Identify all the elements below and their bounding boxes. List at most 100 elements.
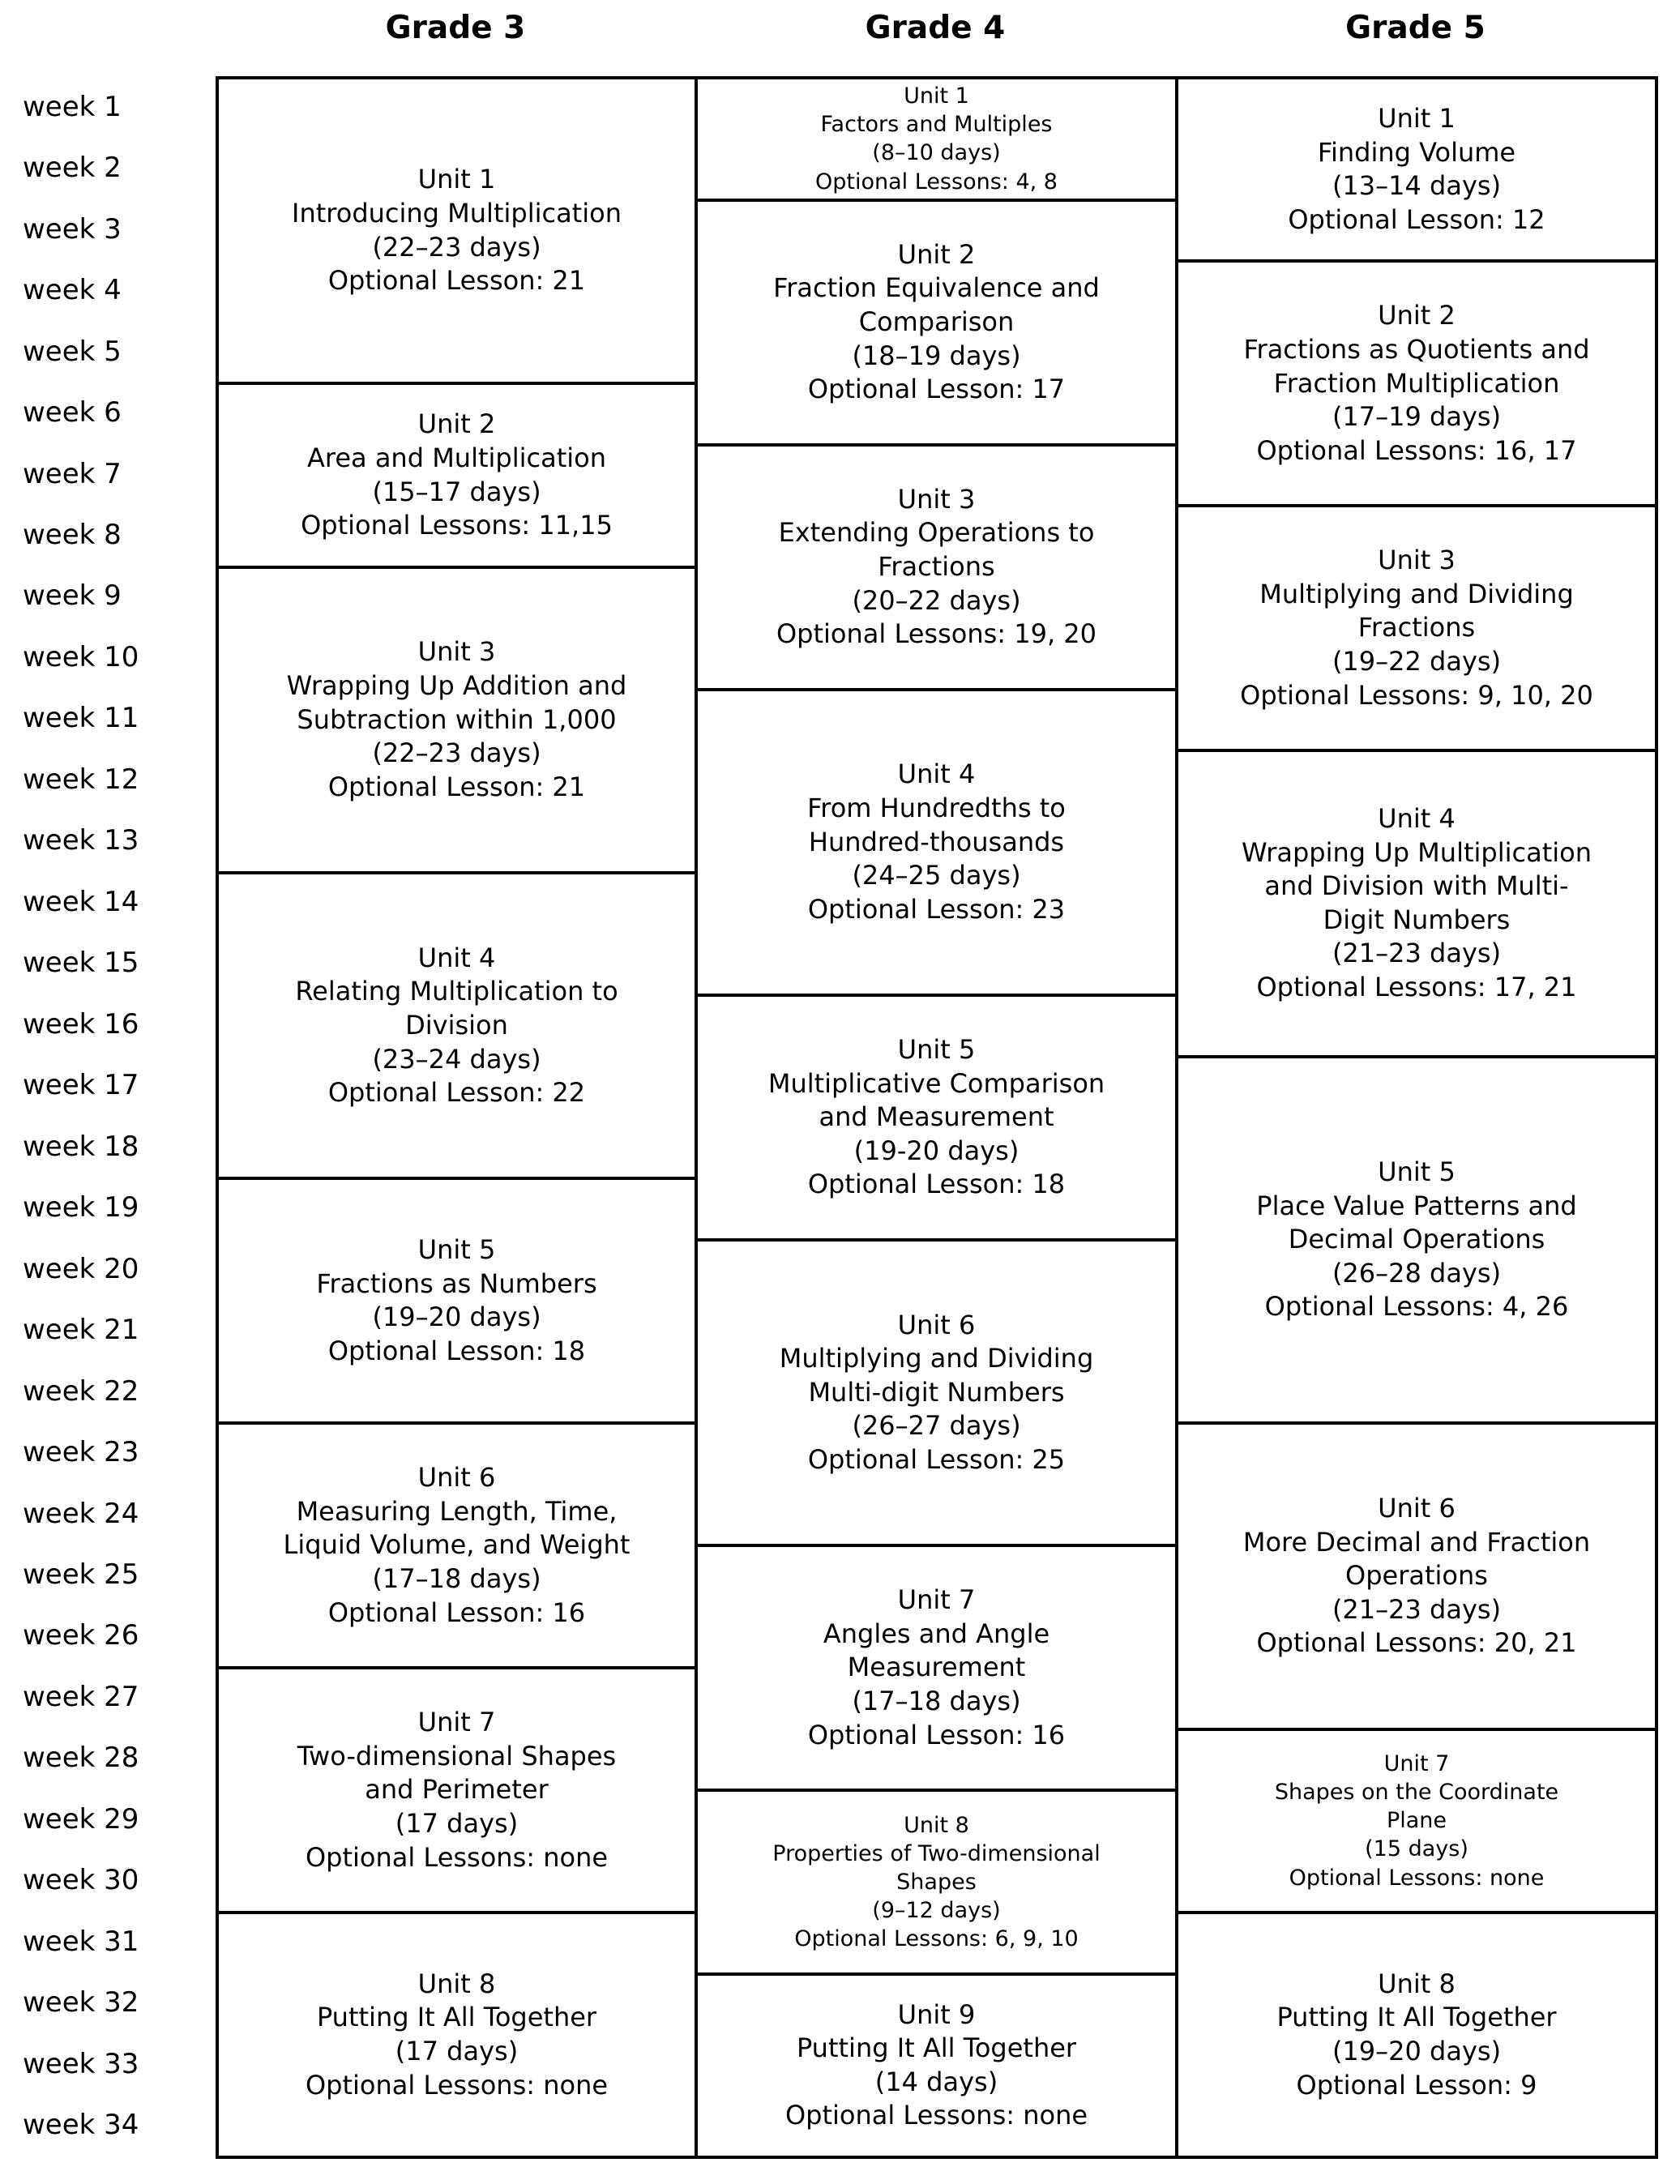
grade3-unit-4-cell: Unit 4 Relating Multiplication to Divisio…: [216, 871, 698, 1181]
grade4-unit-2-cell: Unit 2 Fraction Equivalence and Compariso…: [695, 198, 1178, 447]
unit-optional-lessons: Optional Lesson: 17: [807, 374, 1066, 405]
week-14-label: week 14: [23, 885, 139, 918]
unit-number: Unit 7: [897, 1584, 976, 1616]
unit-optional-lessons: Optional Lesson: 12: [1288, 203, 1545, 235]
unit-optional-lessons: Optional Lessons: 19, 20: [776, 618, 1097, 650]
week-20-label: week 20: [23, 1252, 139, 1285]
unit-number: Unit 5: [417, 1234, 496, 1266]
grade4-unit-7-cell: Unit 7 Angles and Angle Measurement (17–18…: [695, 1544, 1178, 1793]
unit-title: Properties of Two-dimensional Shapes: [772, 1840, 1101, 1895]
grade3-unit-2-cell: Unit 2 Area and Multiplication (15–17 days…: [216, 382, 698, 569]
grade3-unit-7-cell: Unit 7 Two-dimensional Shapes and Perimet…: [216, 1666, 698, 1915]
unit-optional-lessons: Optional Lessons: 6, 9, 10: [794, 1926, 1079, 1952]
week-21-label: week 21: [23, 1314, 139, 1347]
unit-number: Unit 6: [897, 1309, 976, 1340]
week-33-label: week 33: [23, 2047, 139, 2080]
unit-optional-lessons: Optional Lesson: 18: [807, 1169, 1066, 1200]
unit-number: Unit 8: [904, 1812, 969, 1838]
unit-optional-lessons: Optional Lessons: 4, 8: [815, 169, 1058, 194]
unit-optional-lessons: Optional Lesson: 21: [327, 771, 586, 802]
unit-optional-lessons: Optional Lessons: none: [1289, 1865, 1545, 1891]
unit-title: Multiplying and Dividing Fractions: [1259, 578, 1574, 643]
grade5-header: Grade 5: [1345, 9, 1485, 46]
unit-number: Unit 4: [1378, 803, 1456, 835]
unit-optional-lessons: Optional Lessons: none: [305, 2069, 609, 2101]
unit-number: Unit 4: [897, 759, 976, 790]
unit-optional-lessons: Optional Lessons: 17, 21: [1256, 972, 1577, 1003]
grade4-unit-3-cell: Unit 3 Extending Operations to Fractions(…: [695, 442, 1178, 691]
grade3-unit-3-cell: Unit 3 Wrapping Up Addition and Subtracti…: [216, 565, 698, 875]
unit-number: Unit 3: [897, 483, 976, 515]
unit-days: (9–12 days): [872, 1897, 1001, 1923]
grade5-unit-6-cell: Unit 6 More Decimal and Fraction Operatio…: [1175, 1421, 1658, 1731]
grade4-unit-8-cell: Unit 8 Properties of Two-dimensional Shap…: [695, 1789, 1178, 1976]
week-5-label: week 5: [23, 335, 122, 368]
unit-optional-lessons: Optional Lesson: 16: [327, 1596, 586, 1628]
unit-days: (13–14 days): [1332, 170, 1502, 202]
unit-number: Unit 1: [904, 83, 969, 109]
grade3-unit-8-cell: Unit 8 Putting It All Together (17 days) Op…: [216, 1911, 698, 2159]
week-7-label: week 7: [23, 457, 122, 490]
unit-title: Area and Multiplication: [307, 442, 606, 473]
unit-title: Angles and Angle Measurement: [823, 1618, 1050, 1683]
unit-days: (19–20 days): [372, 1301, 541, 1333]
week-8-label: week 8: [23, 519, 122, 552]
unit-days: (8–10 days): [872, 140, 1001, 166]
week-13-label: week 13: [23, 824, 139, 857]
unit-title: Putting It All Together: [1276, 2002, 1557, 2033]
grade3-unit-6-cell: Unit 6 Measuring Length, Time, Liquid Vol…: [216, 1421, 698, 1670]
unit-number: Unit 6: [1378, 1493, 1456, 1524]
unit-title: Multiplying and Dividing Multi-digit Num…: [779, 1343, 1094, 1408]
grade4-unit-6-cell: Unit 6 Multiplying and Dividing Multi-dig…: [695, 1237, 1178, 1548]
unit-days: (23–24 days): [372, 1043, 541, 1075]
unit-title: More Decimal and Fraction Operations: [1242, 1526, 1591, 1592]
unit-days: (21–23 days): [1332, 938, 1502, 969]
unit-days: (26–27 days): [852, 1410, 1021, 1442]
week-11-label: week 11: [23, 702, 139, 735]
grade3-unit-5-cell: Unit 5 Fractions as Numbers (19–20 days) Op…: [216, 1177, 698, 1425]
unit-number: Unit 8: [1378, 1968, 1456, 1999]
unit-number: Unit 7: [1383, 1751, 1450, 1777]
unit-number: Unit 1: [417, 164, 496, 195]
grade5-unit-4-cell: Unit 4 Wrapping Up Multiplication and Div…: [1175, 749, 1658, 1058]
week-6-label: week 6: [23, 396, 122, 430]
week-10-label: week 10: [23, 640, 139, 673]
unit-title: From Hundredths to Hundred-thousands: [807, 792, 1066, 857]
unit-number: Unit 9: [897, 1998, 976, 2030]
week-1-label: week 1: [23, 90, 122, 123]
unit-optional-lessons: Optional Lesson: 22: [327, 1077, 586, 1109]
unit-days: (22–23 days): [372, 737, 541, 769]
grade5-unit-2-cell: Unit 2 Fractions as Quotients and Fractio…: [1175, 259, 1658, 508]
week-32-label: week 32: [23, 1986, 139, 2019]
unit-optional-lessons: Optional Lesson: 16: [807, 1719, 1066, 1750]
unit-number: Unit 5: [897, 1034, 976, 1065]
unit-title: Wrapping Up Addition and Subtraction wit…: [286, 670, 627, 735]
unit-days: (17 days): [395, 1807, 519, 1839]
unit-number: Unit 4: [417, 942, 496, 973]
unit-title: Place Value Patterns and Decimal Operati…: [1256, 1190, 1577, 1255]
unit-number: Unit 2: [897, 238, 976, 270]
unit-number: Unit 1: [1378, 103, 1456, 135]
unit-title: Finding Volume: [1317, 136, 1516, 168]
week-4-label: week 4: [23, 274, 122, 307]
week-17-label: week 17: [23, 1069, 139, 1102]
unit-title: Extending Operations to Fractions: [778, 517, 1095, 582]
unit-optional-lessons: Optional Lesson: 18: [327, 1336, 586, 1366]
unit-title: Measuring Length, Time, Liquid Volume, a…: [283, 1495, 631, 1561]
unit-optional-lessons: Optional Lesson: 25: [807, 1444, 1066, 1475]
unit-days: (19–22 days): [1332, 646, 1502, 677]
unit-title: Wrapping Up Multiplication and Division …: [1242, 836, 1592, 935]
grade4-unit-5-cell: Unit 5 Multiplicative Comparison and Meas…: [695, 994, 1178, 1242]
unit-days: (15 days): [1365, 1836, 1468, 1862]
unit-days: (15–17 days): [372, 476, 541, 507]
week-3-label: week 3: [23, 212, 122, 246]
week-28-label: week 28: [23, 1742, 139, 1775]
unit-days: (17 days): [395, 2036, 519, 2067]
unit-days: (14 days): [874, 2066, 998, 2097]
grade4-unit-9-cell: Unit 9 Putting It All Together (14 days) Op…: [695, 1972, 1178, 2159]
unit-title: Two-dimensional Shapes and Perimeter: [297, 1740, 617, 1806]
week-25-label: week 25: [23, 1558, 139, 1592]
unit-optional-lessons: Optional Lessons: 20, 21: [1256, 1627, 1577, 1659]
unit-days: (24–25 days): [852, 860, 1021, 891]
